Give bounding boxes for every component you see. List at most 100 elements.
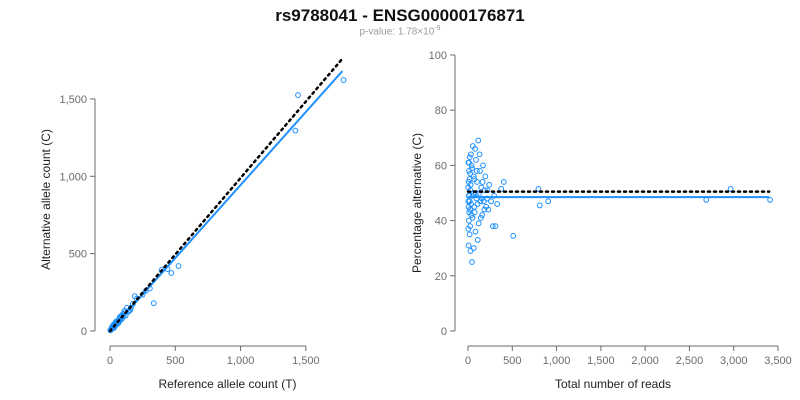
right-plot-point xyxy=(465,203,472,210)
right-plot-point xyxy=(478,184,485,191)
right-plot-x-tick-label: 1,500 xyxy=(587,355,615,367)
right-plot-point xyxy=(494,201,501,207)
right-plot-point xyxy=(467,248,474,254)
left-plot-point xyxy=(175,263,182,269)
right-plot-y-label: Percentage alternative (C) xyxy=(410,133,424,273)
right-plot-point xyxy=(536,202,543,209)
right-plot-point xyxy=(465,217,472,224)
p-value-text: p-value: 1.78×10 xyxy=(359,26,435,38)
right-plot-point xyxy=(474,179,480,185)
right-plot-point xyxy=(465,242,472,249)
right-plot-point xyxy=(481,206,488,213)
left-plot-y-tick-label: 1,000 xyxy=(59,171,87,183)
right-plot-point xyxy=(468,151,474,158)
right-plot-point xyxy=(481,187,488,194)
right-plot-point xyxy=(473,156,479,163)
chart-title: rs9788041 - ENSG00000176871 xyxy=(275,6,525,25)
right-plot-point xyxy=(466,159,472,166)
right-plot-point xyxy=(471,203,478,210)
left-plot-y-tick-label: 0 xyxy=(81,326,87,338)
right-plot-point xyxy=(510,232,517,239)
right-plot-point xyxy=(465,192,472,199)
right-plot-y-tick-label: 40 xyxy=(435,216,447,228)
p-value-exponent: -9 xyxy=(434,25,441,32)
right-plot-point xyxy=(488,198,494,205)
right-plot-point xyxy=(727,185,734,192)
right-plot-point xyxy=(469,214,476,221)
right-plot-point xyxy=(474,237,481,243)
right-plot-point xyxy=(473,195,480,202)
left-plot-point xyxy=(150,300,157,307)
right-plot-x-tick-label: 2,000 xyxy=(631,355,659,367)
right-plot-point xyxy=(466,154,473,161)
right-plot-point xyxy=(469,192,476,199)
right-plot-point xyxy=(465,179,472,185)
right-plot-point xyxy=(486,181,493,188)
left-plot-point xyxy=(131,293,138,300)
left-plot-point xyxy=(168,270,175,276)
right-plot-point xyxy=(466,231,473,238)
right-plot-point xyxy=(703,197,710,203)
right-plot-x-label: Total number of reads xyxy=(555,377,671,391)
right-plot-y-tick-label: 20 xyxy=(435,271,447,283)
left-plot-point xyxy=(292,127,299,134)
left-plot-y-tick-label: 500 xyxy=(69,249,87,261)
right-plot-point xyxy=(467,223,474,230)
left-plot-x-tick-label: 0 xyxy=(107,355,113,367)
right-plot-x-tick-label: 3,000 xyxy=(720,355,748,367)
left-plot-fit-line xyxy=(109,70,344,332)
right-plot-point xyxy=(475,137,482,144)
right-plot-x-tick-label: 3,500 xyxy=(764,355,792,367)
left-plot-x-label: Reference allele count (T) xyxy=(158,377,296,391)
right-plot-point xyxy=(482,173,489,180)
right-plot-point xyxy=(472,228,479,235)
right-plot-point xyxy=(466,176,473,183)
right-plot-point xyxy=(474,201,481,207)
right-plot-point xyxy=(535,185,542,192)
right-plot-point xyxy=(467,206,473,213)
right-plot-point xyxy=(492,223,499,230)
left-plot-x-tick-label: 1,000 xyxy=(227,355,255,367)
right-plot-point xyxy=(767,197,774,203)
right-plot-point xyxy=(479,179,486,185)
left-plot-y-label: Alternative allele count (C) xyxy=(39,129,53,270)
right-plot-x-tick-label: 0 xyxy=(465,355,471,367)
right-plot-point xyxy=(479,212,486,218)
right-plot-point xyxy=(469,259,475,265)
right-plot-x-tick-label: 1,000 xyxy=(543,355,571,367)
left-plot-reference-line xyxy=(108,57,344,333)
right-plot-point xyxy=(500,179,507,185)
right-plot-y-tick-label: 60 xyxy=(435,160,447,172)
right-plot-point xyxy=(491,192,498,199)
right-plot-x-tick-label: 2,500 xyxy=(676,355,704,367)
chart-subtitle: p-value: 1.78×10-9 xyxy=(0,25,800,37)
right-plot-point xyxy=(477,214,484,221)
right-plot-point xyxy=(469,165,475,172)
right-plot-point xyxy=(473,168,480,174)
right-plot-x-tick-label: 500 xyxy=(503,355,521,367)
right-plot-point xyxy=(545,198,552,205)
left-plot-y-tick-label: 1,500 xyxy=(59,94,87,106)
right-plot-point xyxy=(489,223,496,230)
right-plot-point xyxy=(477,168,483,174)
right-plot-point xyxy=(466,198,473,205)
right-plot-point xyxy=(476,151,483,158)
right-plot-point xyxy=(466,209,473,216)
right-plot-point xyxy=(470,173,477,180)
left-plot-x-tick-label: 1,500 xyxy=(292,355,320,367)
right-plot-point xyxy=(475,220,482,227)
right-plot-y-tick-label: 80 xyxy=(435,105,447,117)
left-plot-x-tick-label: 500 xyxy=(166,355,184,367)
right-plot-point xyxy=(480,162,486,169)
right-plot-point xyxy=(485,206,492,213)
right-plot-point xyxy=(476,190,482,196)
right-plot-y-tick-label: 100 xyxy=(429,50,447,62)
right-plot-point xyxy=(498,185,505,192)
right-plot-point xyxy=(484,195,490,202)
left-plot-point xyxy=(340,77,347,83)
left-plot-point xyxy=(295,92,301,98)
right-plot-point xyxy=(469,143,476,149)
right-plot-y-tick-label: 0 xyxy=(441,326,447,338)
